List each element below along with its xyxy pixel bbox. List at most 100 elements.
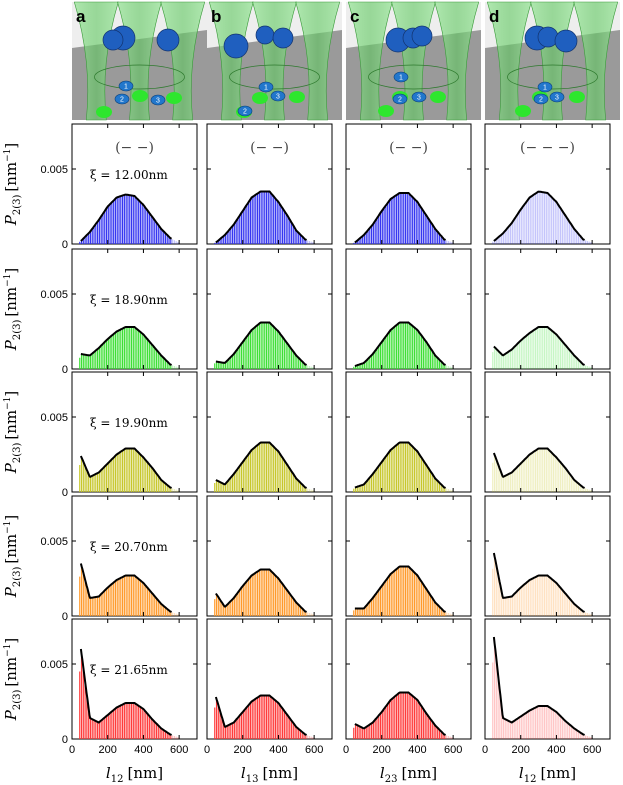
histogram-bar — [529, 332, 531, 369]
histogram-bar — [118, 706, 120, 739]
histogram-bar — [435, 230, 437, 244]
histogram-bar — [170, 238, 172, 244]
histogram-bar — [353, 242, 355, 244]
histogram-bar — [401, 322, 403, 369]
schematic-panel-c: 1 2 3 c — [346, 1, 481, 121]
histogram-bar — [143, 710, 145, 739]
ylabel-unit: [nm — [2, 534, 20, 564]
histogram-bar — [109, 585, 111, 616]
histogram-bar — [276, 200, 278, 244]
histogram-bar — [540, 575, 542, 616]
histogram-bar — [308, 241, 310, 244]
histogram-bar — [433, 354, 435, 369]
histogram-bar — [226, 481, 228, 492]
histogram-bar — [374, 470, 376, 492]
histogram-bar — [282, 709, 284, 739]
particle-label: 1 — [124, 84, 128, 91]
xlabel-symbol: l — [380, 764, 385, 782]
histogram-bar — [285, 713, 287, 739]
histogram-bar — [172, 365, 174, 369]
histogram-bar — [172, 239, 174, 244]
histogram-bar — [273, 196, 275, 244]
histogram-bar — [177, 367, 179, 369]
particle-label: 1 — [543, 85, 547, 92]
trap-plane-ellipse — [507, 64, 598, 90]
histogram-bar — [100, 469, 102, 492]
histogram-bar — [228, 724, 230, 739]
histogram-bar — [515, 468, 517, 492]
histogram-bar — [376, 348, 378, 369]
histogram-bar — [510, 224, 512, 244]
histogram-bar — [98, 595, 100, 616]
histogram-bar — [80, 240, 83, 244]
histogram-bar — [221, 718, 223, 739]
y-tick-label: 0 — [62, 611, 68, 623]
histogram-bar — [421, 458, 423, 492]
histogram-bar — [301, 732, 303, 739]
panel-r2-c — [345, 248, 472, 370]
histogram-bar — [502, 476, 505, 492]
histogram-bar — [143, 584, 145, 616]
histogram-bar — [308, 736, 310, 739]
histogram-bar — [558, 586, 560, 616]
y-tick-label: 0.005 — [40, 289, 68, 301]
histogram-bar — [168, 733, 170, 739]
histogram-bar — [388, 331, 391, 369]
histogram-bar — [223, 484, 225, 492]
histogram-bar — [260, 322, 262, 369]
histogram-bar — [526, 457, 528, 492]
histogram-bar — [367, 358, 369, 369]
histogram-bar — [358, 726, 360, 739]
histogram-bar — [155, 223, 158, 244]
histogram-bar — [97, 596, 99, 616]
histogram-bar — [536, 706, 538, 739]
histogram-bar — [152, 469, 154, 492]
schematic-panel-d: 12 3 d — [485, 1, 620, 121]
histogram-bar — [538, 575, 540, 616]
x-tick-label: 400 — [269, 744, 287, 756]
plot-frame — [484, 495, 611, 617]
histogram-bar — [278, 579, 280, 616]
histogram-bar — [520, 339, 522, 369]
histogram-bar — [249, 331, 252, 369]
histogram-bar — [264, 191, 266, 244]
fit-curve — [354, 691, 446, 736]
fit-curve — [215, 190, 307, 244]
histogram-bar — [223, 605, 225, 616]
histogram-bar — [307, 365, 309, 369]
histogram-bar — [134, 576, 136, 616]
histogram-bar — [365, 360, 367, 369]
histogram-bar — [114, 198, 117, 244]
histogram-bar — [248, 333, 250, 369]
histogram-bar — [513, 593, 515, 616]
histogram-bar — [590, 490, 592, 492]
histogram-bar — [531, 709, 533, 739]
histogram-bar — [435, 479, 437, 492]
histogram-bar — [262, 322, 264, 369]
xlabel-subscript: 13 — [246, 774, 259, 785]
histogram-bar — [91, 353, 93, 369]
plot-frame — [484, 248, 611, 370]
histogram-bar — [495, 349, 497, 369]
particle-label: 2 — [539, 97, 543, 104]
histogram-bar — [292, 474, 294, 492]
x-tick-label: 200 — [234, 744, 252, 756]
histogram-bar — [381, 209, 383, 244]
histogram-bar — [226, 360, 228, 369]
histogram-bar — [362, 363, 364, 369]
histogram-bar — [97, 348, 99, 369]
histogram-bar — [535, 576, 537, 616]
histogram-bar — [257, 193, 259, 244]
histogram-bar — [239, 215, 241, 244]
panel-r5-b: 0 200 400 600 — [204, 618, 333, 756]
histogram-bar — [390, 198, 392, 244]
histogram-bar — [429, 719, 432, 739]
small-particle — [549, 91, 565, 103]
histogram-bar — [579, 361, 581, 369]
histogram-bar — [522, 585, 524, 616]
histogram-bar — [554, 456, 556, 492]
histogram-bar — [545, 448, 547, 492]
histogram-bar — [217, 481, 219, 492]
xlabel-symbol: l — [519, 764, 524, 782]
xi-label: ξ = 21.65nm — [90, 663, 168, 677]
